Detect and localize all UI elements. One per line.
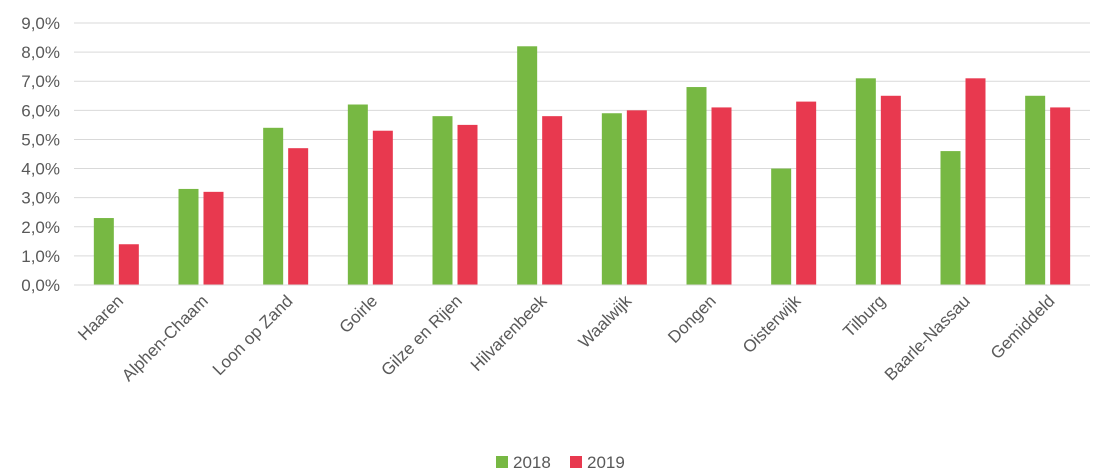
bar-2018 bbox=[771, 168, 792, 285]
x-tick-label: Baarle-Nassau bbox=[881, 291, 974, 384]
y-tick-label: 8,0% bbox=[21, 43, 60, 62]
y-tick-label: 6,0% bbox=[21, 101, 60, 120]
legend-label: 2019 bbox=[587, 453, 625, 472]
legend-swatch bbox=[570, 456, 582, 468]
bar-2019 bbox=[203, 191, 224, 285]
legend: 2018 2019 bbox=[496, 453, 625, 472]
x-tick-label: Oisterwijk bbox=[739, 291, 805, 357]
x-tick-label: Goirle bbox=[336, 291, 382, 337]
bar-2019 bbox=[288, 148, 309, 285]
bar-2018 bbox=[1025, 95, 1046, 286]
x-tick-label: Gilze en Rijen bbox=[378, 291, 466, 379]
bar-2018 bbox=[855, 78, 876, 285]
x-tick-label: Loon op Zand bbox=[209, 291, 297, 379]
bar-2019 bbox=[965, 78, 986, 285]
y-tick-label: 0,0% bbox=[21, 276, 60, 295]
y-tick-label: 1,0% bbox=[21, 247, 60, 266]
bar-2018 bbox=[93, 218, 114, 285]
bar-2018 bbox=[178, 188, 199, 285]
bar-2018 bbox=[686, 87, 707, 286]
gridlines bbox=[74, 22, 1090, 257]
y-tick-label: 5,0% bbox=[21, 130, 60, 149]
y-tick-label: 3,0% bbox=[21, 189, 60, 208]
bar-2019 bbox=[626, 110, 647, 285]
bar-2019 bbox=[796, 101, 817, 285]
bar-2018 bbox=[432, 116, 453, 286]
bar-2018 bbox=[601, 113, 622, 285]
y-tick-label: 4,0% bbox=[21, 160, 60, 179]
x-tick-label: Tilburg bbox=[839, 291, 889, 341]
bar-2019 bbox=[880, 95, 901, 286]
x-tick-label: Haaren bbox=[74, 291, 127, 344]
bar-2019 bbox=[118, 244, 139, 285]
bar-2018 bbox=[347, 104, 368, 285]
bars bbox=[93, 46, 1071, 286]
bar-2019 bbox=[711, 107, 732, 285]
bar-2019 bbox=[457, 124, 478, 285]
bar-2019 bbox=[372, 130, 393, 285]
bar-2018 bbox=[940, 151, 961, 285]
bar-2018 bbox=[517, 46, 538, 286]
x-tick-label: Dongen bbox=[664, 291, 720, 347]
bar-2018 bbox=[263, 127, 284, 285]
bar-2019 bbox=[1050, 107, 1071, 285]
x-tick-label: Waalwijk bbox=[575, 291, 636, 352]
x-tick-label: Gemiddeld bbox=[987, 291, 1059, 363]
legend-label: 2018 bbox=[513, 453, 551, 472]
y-tick-label: 9,0% bbox=[21, 14, 60, 33]
bar-2019 bbox=[542, 116, 563, 286]
x-tick-label: Hilvarenbeek bbox=[467, 291, 551, 375]
legend-swatch bbox=[496, 456, 508, 468]
y-tick-label: 2,0% bbox=[21, 218, 60, 237]
x-tick-label: Alphen-Chaam bbox=[118, 291, 212, 385]
y-tick-label: 7,0% bbox=[21, 72, 60, 91]
y-axis-ticks: 0,0% 1,0% 2,0% 3,0% 4,0% 5,0% 6,0% 7,0% 8,0% 9,0% bbox=[21, 14, 60, 295]
